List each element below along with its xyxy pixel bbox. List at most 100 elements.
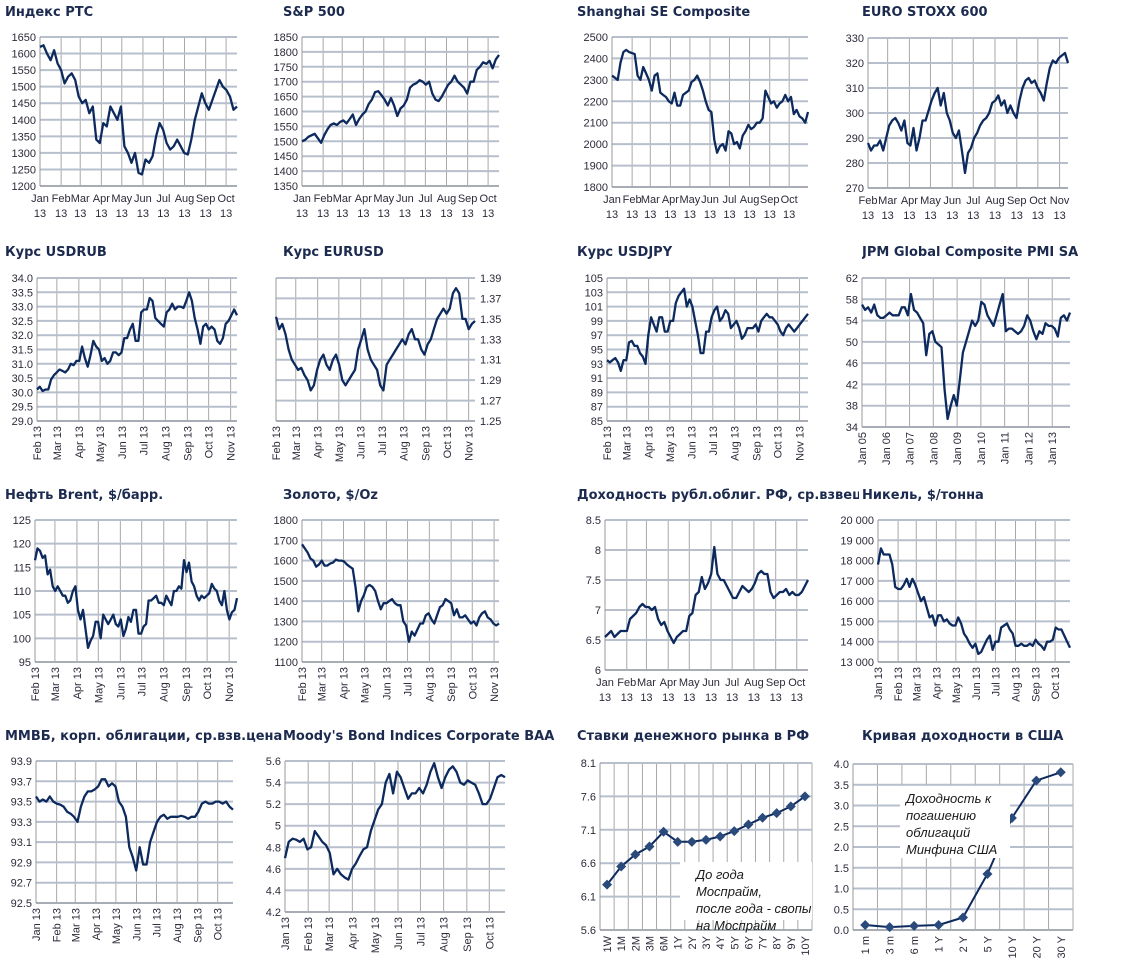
data-point-marker — [860, 920, 871, 931]
x-tick-label: 3 m — [885, 936, 897, 954]
x-tick-label-year: 13 — [621, 692, 633, 704]
x-tick-label-year: 13 — [378, 208, 390, 220]
y-tick-label: 95 — [19, 657, 31, 669]
x-tick-label-year: 13 — [748, 692, 760, 704]
x-tick-label: Jun — [702, 677, 720, 689]
data-point-marker — [1031, 775, 1042, 786]
chart-10: Jan 13 Feb 13 Mar 13 Apr 13 May 13 Jun 13 Jul 13 Aug 13… — [586, 515, 810, 704]
y-tick-label: 8.1 — [581, 758, 596, 770]
chart-11: Jan 13 Feb 13 Mar 13 Apr 13 May 13 Jun 13 Jul … — [840, 515, 1072, 703]
y-tick-label: 13 000 — [840, 657, 874, 669]
y-tick-label: 93 — [591, 359, 603, 371]
series-line — [606, 287, 809, 373]
x-tick-label: Oct 13 — [204, 426, 216, 458]
y-tick-label: 8.5 — [586, 515, 601, 527]
y-tick-label: 30.5 — [12, 373, 33, 385]
series-line — [866, 51, 1070, 175]
chart-title: Курс EURUSD — [283, 245, 384, 260]
y-tick-label: 33.0 — [12, 302, 33, 314]
data-point-marker — [672, 836, 683, 847]
x-tick-label: 20 Y — [1031, 935, 1043, 958]
x-tick-label-year: 13 — [296, 208, 308, 220]
x-tick-label: Apr — [660, 677, 677, 689]
x-tick-label: Jun 13 — [393, 917, 405, 950]
y-tick-label: 1450 — [12, 98, 36, 110]
x-tick-label: 4Y — [715, 935, 727, 949]
y-tick-label: 16 000 — [840, 596, 874, 608]
y-tick-label: 1300 — [274, 616, 298, 628]
data-point-marker — [982, 868, 993, 879]
y-tick-label: 4.6 — [266, 864, 281, 876]
y-tick-label: 29.0 — [12, 416, 33, 428]
y-tick-label: 1400 — [12, 115, 36, 127]
y-tick-label: 8 — [595, 545, 601, 557]
y-tick-label: 110 — [13, 586, 31, 598]
y-tick-label: 89 — [591, 387, 603, 399]
annotation-line: после года - свопы — [696, 901, 812, 916]
y-tick-label: 1.39 — [480, 273, 501, 285]
x-tick-label: Aug 13 — [730, 426, 742, 461]
x-tick-label: Sep 13 — [421, 426, 433, 461]
annotation-line: облигаций — [906, 825, 971, 840]
y-tick-label: 310 — [846, 83, 864, 95]
x-tick-label: Jul 13 — [151, 908, 163, 937]
x-tick-label: 5Y — [729, 935, 741, 949]
y-tick-label: 3.5 — [834, 780, 849, 792]
chart-9: Feb 13 Mar 13 Apr 13 May 13 Jun 13 Jul 13 Aug … — [274, 515, 502, 703]
x-tick-label-year: 13 — [317, 208, 329, 220]
y-tick-label: 0.0 — [834, 925, 849, 937]
x-tick-label: 9Y — [786, 935, 798, 949]
x-tick-label: May 13 — [93, 667, 105, 703]
y-tick-label: 2.5 — [834, 821, 849, 833]
y-tick-label: 5.6 — [266, 756, 281, 768]
series-line — [35, 778, 234, 872]
chart-0: Jan13Feb13Mar13Apr13May13Jun13Jul13Aug13… — [12, 32, 238, 220]
y-tick-label: 19 000 — [840, 535, 874, 547]
x-tick-label: Oct 13 — [442, 426, 454, 458]
x-tick-label: Apr 13 — [91, 908, 103, 940]
series-line — [283, 762, 506, 881]
annotation-line: Доходность к — [906, 791, 992, 806]
x-tick-label-year: 13 — [599, 692, 611, 704]
y-tick-label: 6.5 — [586, 635, 601, 647]
y-tick-label: 1650 — [274, 92, 298, 104]
y-tick-label: 4.2 — [266, 907, 281, 919]
x-tick-label: May — [920, 195, 941, 207]
x-tick-label: Feb 13 — [271, 426, 283, 460]
y-tick-label: 17 000 — [840, 576, 874, 588]
annotation-line: Минфина США — [906, 842, 998, 857]
y-tick-label: 92.7 — [11, 878, 32, 890]
y-tick-label: 100 — [13, 633, 31, 645]
x-tick-label: Oct — [218, 193, 235, 205]
x-tick-label: Oct 13 — [1050, 667, 1062, 699]
y-tick-label: 93.3 — [11, 817, 32, 829]
x-tick-label: May — [111, 193, 132, 205]
x-tick-label: Jan 07 — [905, 432, 917, 465]
x-tick-label: 1Y — [673, 935, 685, 949]
x-tick-label-year: 13 — [1032, 210, 1044, 222]
y-tick-label: 42 — [846, 379, 858, 391]
x-tick-label: Jul — [418, 193, 432, 205]
y-tick-label: 93.9 — [11, 756, 32, 768]
chart-title: Никель, $/тонна — [862, 488, 984, 503]
x-tick-label: Mar 13 — [622, 426, 634, 460]
x-tick-label-year: 13 — [95, 208, 107, 220]
y-tick-label: 33.5 — [12, 287, 33, 299]
x-tick-label: May 13 — [360, 667, 372, 703]
x-tick-label: Apr 13 — [72, 667, 84, 699]
x-tick-label: Feb 13 — [297, 667, 309, 701]
y-tick-label: 3.0 — [834, 801, 849, 813]
x-tick-label: Aug — [175, 193, 195, 205]
y-tick-label: 5.4 — [266, 778, 281, 790]
data-point-marker — [1055, 767, 1066, 778]
x-tick-label: Feb 13 — [52, 908, 64, 942]
y-tick-label: 2.0 — [834, 842, 849, 854]
y-tick-label: 280 — [846, 158, 864, 170]
data-point-marker — [616, 861, 627, 872]
x-tick-label-year: 13 — [704, 209, 716, 221]
y-tick-label: 7.5 — [586, 575, 601, 587]
y-tick-label: 1550 — [12, 65, 36, 77]
x-tick-label: Mar 13 — [317, 667, 329, 701]
y-tick-label: 1550 — [274, 121, 298, 133]
data-point-marker — [884, 922, 895, 933]
